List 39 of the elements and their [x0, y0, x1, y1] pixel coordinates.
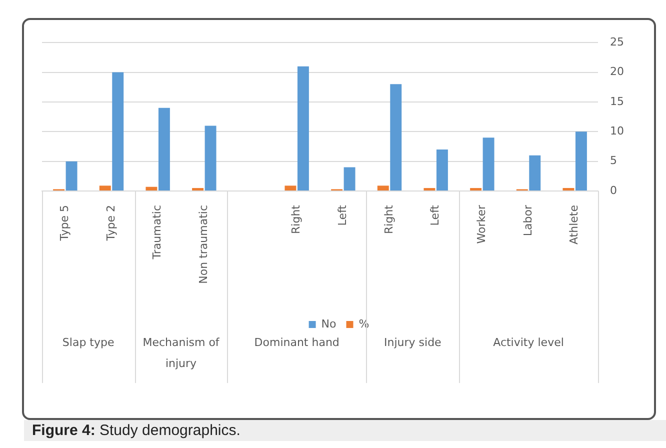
text: Injury side — [384, 336, 442, 349]
x-tick-label: Right — [290, 204, 303, 234]
bar — [529, 155, 541, 190]
bar — [146, 186, 158, 190]
x-tick-label: Left — [428, 204, 442, 226]
y-tick-label: 10 — [610, 124, 624, 138]
y-tick-label: 0 — [610, 184, 618, 197]
y-tick-label: 5 — [610, 154, 618, 168]
bar — [344, 167, 356, 190]
x-tick-label: Left — [336, 204, 350, 226]
bar — [66, 161, 78, 190]
bar — [297, 66, 309, 190]
bar — [482, 138, 494, 190]
y-tick-label: 15 — [610, 94, 624, 108]
x-tick-label: Non traumatic — [197, 205, 210, 284]
text: Slap type — [62, 336, 114, 349]
x-tick-label: Traumatic — [150, 205, 164, 260]
x-tick-label: Labor — [521, 204, 534, 236]
bar — [158, 108, 170, 190]
x-tick-label: Type 2 — [104, 205, 118, 242]
caption: Figure 4: Study demographics. — [24, 420, 666, 441]
bar — [284, 186, 296, 190]
text: Dominant hand — [254, 336, 340, 349]
x-tick-label: Type 5 — [58, 205, 72, 242]
text: Mechanism of injury — [142, 336, 220, 370]
text: Activity level — [493, 336, 564, 349]
bar — [99, 186, 111, 190]
bar — [204, 126, 216, 190]
y-tick-label: 25 — [610, 35, 624, 48]
x-tick-label: Right — [382, 204, 396, 234]
y-tick-label: 20 — [610, 65, 624, 78]
x-tick-label: Athlete — [568, 204, 581, 245]
bar — [436, 149, 448, 190]
legend-label: No — [321, 317, 337, 330]
bar — [575, 132, 587, 190]
bar — [112, 72, 124, 190]
bar — [377, 186, 389, 190]
x-tick-label: Worker — [475, 204, 488, 244]
bar — [390, 84, 402, 190]
